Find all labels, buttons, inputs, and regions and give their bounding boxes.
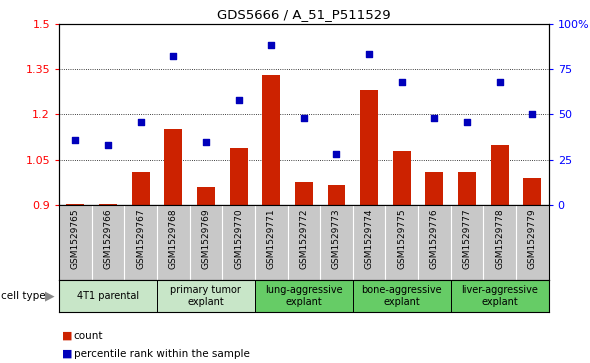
Text: GSM1529774: GSM1529774 [365, 209, 373, 269]
Text: liver-aggressive
explant: liver-aggressive explant [461, 285, 538, 307]
Text: ▶: ▶ [45, 289, 54, 302]
Point [463, 119, 472, 125]
Bar [132, 172, 150, 205]
Text: GSM1529771: GSM1529771 [267, 209, 276, 269]
Bar [164, 130, 182, 205]
Text: primary tumor
explant: primary tumor explant [171, 285, 241, 307]
Text: bone-aggressive
explant: bone-aggressive explant [362, 285, 442, 307]
Bar [425, 172, 444, 205]
Point [103, 142, 113, 148]
Text: GSM1529765: GSM1529765 [71, 209, 80, 269]
Text: GSM1529773: GSM1529773 [332, 209, 341, 269]
Text: ■: ■ [62, 331, 73, 341]
Point [332, 151, 341, 157]
Point [527, 111, 537, 117]
Text: GSM1529770: GSM1529770 [234, 209, 243, 269]
Point [495, 79, 504, 85]
Bar [491, 144, 509, 205]
Text: 4T1 parental: 4T1 parental [77, 291, 139, 301]
Bar [262, 75, 280, 205]
Point [430, 115, 439, 121]
Text: GSM1529777: GSM1529777 [463, 209, 471, 269]
Text: GSM1529779: GSM1529779 [528, 209, 537, 269]
Text: ■: ■ [62, 349, 73, 359]
Bar [230, 148, 248, 205]
Bar [255, 280, 353, 312]
Text: count: count [74, 331, 103, 341]
Text: GSM1529766: GSM1529766 [103, 209, 113, 269]
Bar [523, 178, 542, 205]
Bar [99, 204, 117, 205]
Text: GSM1529778: GSM1529778 [495, 209, 504, 269]
Bar [197, 187, 215, 205]
Point [201, 139, 211, 144]
Text: cell type: cell type [1, 291, 46, 301]
Point [169, 53, 178, 59]
Text: GSM1529768: GSM1529768 [169, 209, 178, 269]
Bar [451, 280, 549, 312]
Point [365, 52, 374, 57]
Bar [327, 185, 346, 205]
Title: GDS5666 / A_51_P511529: GDS5666 / A_51_P511529 [217, 8, 391, 21]
Bar [393, 151, 411, 205]
Point [234, 97, 243, 103]
Bar [157, 280, 255, 312]
Point [71, 137, 80, 143]
Text: GSM1529767: GSM1529767 [136, 209, 145, 269]
Text: GSM1529776: GSM1529776 [430, 209, 439, 269]
Point [397, 79, 407, 85]
Point [267, 42, 276, 48]
Bar [295, 182, 313, 205]
Text: GSM1529772: GSM1529772 [299, 209, 309, 269]
Point [299, 115, 309, 121]
Text: percentile rank within the sample: percentile rank within the sample [74, 349, 250, 359]
Bar [458, 172, 476, 205]
Bar [360, 90, 378, 205]
Text: lung-aggressive
explant: lung-aggressive explant [265, 285, 343, 307]
Bar [66, 204, 84, 205]
Bar [59, 280, 157, 312]
Bar [353, 280, 451, 312]
Text: GSM1529769: GSM1529769 [201, 209, 211, 269]
Point [136, 119, 145, 125]
Text: GSM1529775: GSM1529775 [397, 209, 407, 269]
